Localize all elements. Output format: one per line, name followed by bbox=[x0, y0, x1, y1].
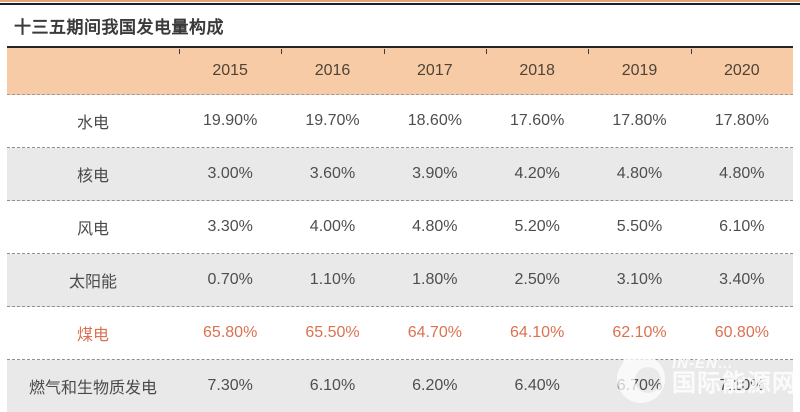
year-header-cell: 2017 bbox=[383, 49, 486, 80]
value-cell: 4.00% bbox=[309, 218, 356, 235]
value-cell: 7.10% bbox=[719, 377, 765, 394]
value-cell: 3.30% bbox=[207, 218, 253, 235]
value-cell: 3.90% bbox=[412, 165, 458, 182]
value-cell: 6.10% bbox=[719, 218, 765, 235]
value-cell: 3.60% bbox=[309, 165, 356, 182]
value-cell: 19.90% bbox=[203, 112, 258, 129]
value-cell: 17.80% bbox=[714, 112, 769, 129]
value-cell: 65.50% bbox=[305, 324, 360, 341]
value-cell: 17.80% bbox=[612, 112, 667, 129]
value-cell: 3.40% bbox=[719, 271, 765, 288]
row-label-cell: 燃气和生物质发电 bbox=[28, 380, 157, 397]
row-label-cell: 煤电 bbox=[76, 327, 109, 344]
value-cell: 4.20% bbox=[514, 165, 560, 182]
top-accent-line bbox=[0, 0, 800, 2]
value-cell: 4.80% bbox=[616, 165, 663, 182]
value-cell: 4.80% bbox=[412, 218, 458, 235]
value-cell: 18.60% bbox=[407, 112, 462, 129]
value-cell: 5.50% bbox=[616, 218, 663, 235]
value-cell: 19.70% bbox=[305, 112, 360, 129]
value-cell: 6.70% bbox=[616, 377, 663, 394]
value-cell: 6.20% bbox=[412, 377, 458, 394]
table-header-row: 2015 2016 2017 2018 2019 2020 bbox=[7, 46, 793, 95]
value-cell: 64.10% bbox=[510, 324, 565, 341]
table-row-coal: 煤电 65.80% 65.50% 64.70% 64.10% 62.10% 60… bbox=[7, 307, 793, 360]
year-header-cell: 2019 bbox=[588, 49, 690, 80]
value-cell: 0.70% bbox=[207, 271, 253, 288]
table-row-wind: 风电 3.30% 4.00% 4.80% 5.20% 5.50% 6.10% bbox=[7, 201, 793, 254]
row-label-cell: 核电 bbox=[76, 168, 109, 185]
value-cell: 3.10% bbox=[616, 271, 663, 288]
table-row-nuclear: 核电 3.00% 3.60% 3.90% 4.20% 4.80% 4.80% bbox=[7, 148, 793, 201]
year-header-cell: 2018 bbox=[486, 49, 588, 80]
value-cell: 65.80% bbox=[203, 324, 258, 341]
value-cell: 3.00% bbox=[207, 165, 253, 182]
table-row-gas-biomass: 燃气和生物质发电 7.30% 6.10% 6.20% 6.40% 6.70% 7… bbox=[7, 360, 793, 412]
value-cell: 4.80% bbox=[719, 165, 765, 182]
row-label-cell: 太阳能 bbox=[68, 274, 117, 291]
value-cell: 1.80% bbox=[412, 271, 458, 288]
generation-share-table: 2015 2016 2017 2018 2019 2020 水电 19.90% … bbox=[7, 46, 793, 412]
value-cell: 1.10% bbox=[309, 271, 356, 288]
row-label-cell: 风电 bbox=[76, 221, 109, 238]
value-cell: 60.80% bbox=[714, 324, 769, 341]
year-header-cell: 2015 bbox=[179, 49, 281, 80]
title-band: 十三五期间我国发电量构成 bbox=[0, 0, 800, 46]
value-cell: 6.10% bbox=[309, 377, 356, 394]
page-title: 十三五期间我国发电量构成 bbox=[14, 18, 224, 37]
year-header-cell: 2020 bbox=[690, 49, 793, 80]
value-cell: 7.30% bbox=[207, 377, 253, 394]
top-divider-line bbox=[0, 3, 800, 5]
value-cell: 6.40% bbox=[514, 377, 560, 394]
table-row-hydro: 水电 19.90% 19.70% 18.60% 17.60% 17.80% 17… bbox=[7, 95, 793, 148]
value-cell: 5.20% bbox=[514, 218, 560, 235]
year-header-cell: 2016 bbox=[281, 49, 383, 80]
value-cell: 2.50% bbox=[514, 271, 560, 288]
table-row-solar: 太阳能 0.70% 1.10% 1.80% 2.50% 3.10% 3.40% bbox=[7, 254, 793, 307]
value-cell: 17.60% bbox=[510, 112, 565, 129]
value-cell: 64.70% bbox=[407, 324, 462, 341]
value-cell: 62.10% bbox=[612, 324, 667, 341]
row-label-cell: 水电 bbox=[76, 115, 109, 132]
